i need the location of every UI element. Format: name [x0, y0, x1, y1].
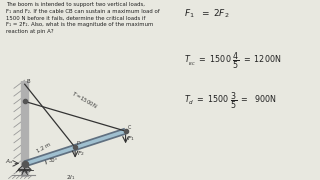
Text: The boom is intended to support two vertical loads,
F₁ and F₂. If the cable CB c: The boom is intended to support two vert…	[6, 2, 160, 34]
Text: $F_1\ \ =\ 2F_2$: $F_1\ \ =\ 2F_2$	[184, 7, 229, 20]
Text: $A_y$: $A_y$	[21, 168, 30, 178]
Text: $2l_1$: $2l_1$	[66, 174, 76, 180]
Text: 30°: 30°	[49, 158, 58, 163]
Text: B: B	[27, 79, 30, 84]
Text: $A_x$: $A_x$	[5, 157, 14, 166]
Text: $T=1500\mathrm{N}$: $T=1500\mathrm{N}$	[70, 89, 98, 110]
Text: D: D	[77, 141, 81, 146]
Text: 1.2 m: 1.2 m	[36, 142, 51, 154]
Text: $F_2$: $F_2$	[77, 150, 85, 158]
Text: $T_{_{BC}}\ =\ 1500\ \dfrac{4}{5}\ =\ 1200\mathrm{N}$: $T_{_{BC}}\ =\ 1500\ \dfrac{4}{5}\ =\ 12…	[184, 50, 281, 71]
Text: $F_1$: $F_1$	[127, 134, 135, 143]
Text: $T_d\ =\ 1500\ \dfrac{3}{5}\ =\ \ 900\mathrm{N}$: $T_d\ =\ 1500\ \dfrac{3}{5}\ =\ \ 900\ma…	[184, 90, 277, 111]
Text: C: C	[127, 125, 131, 130]
